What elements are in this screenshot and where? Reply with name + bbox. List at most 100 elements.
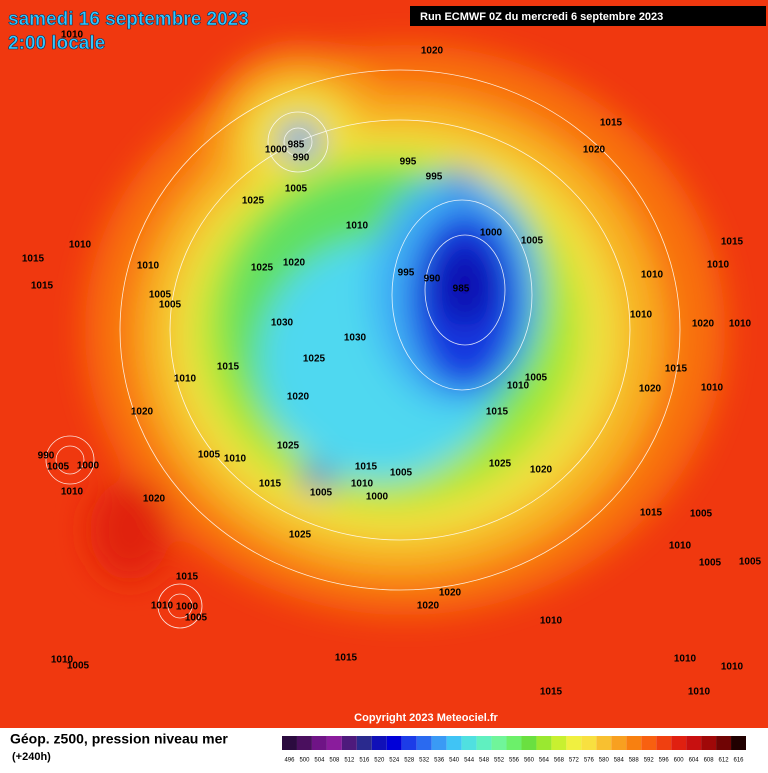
isobar-label: 1005 xyxy=(67,661,90,672)
scale-swatch xyxy=(326,736,342,750)
scale-swatch xyxy=(341,736,357,750)
scale-swatch xyxy=(476,736,492,750)
isobar-label: 1005 xyxy=(525,373,548,384)
isobar-label: 1015 xyxy=(31,281,54,292)
scale-swatch xyxy=(656,736,672,750)
isobar-label: 1010 xyxy=(346,221,369,232)
scale-swatch xyxy=(536,736,552,750)
scale-label: 552 xyxy=(494,758,505,764)
isobar-label: 1000 xyxy=(480,228,503,239)
scale-swatch xyxy=(731,736,746,750)
isobar-label: 1015 xyxy=(335,653,358,664)
scale-label: 580 xyxy=(599,758,610,764)
scale-label: 584 xyxy=(614,758,625,764)
scale-label: 612 xyxy=(719,758,730,764)
scale-swatch xyxy=(401,736,417,750)
isobar-label: 1025 xyxy=(489,459,512,470)
isobar-label: 1015 xyxy=(600,118,623,129)
scale-label: 540 xyxy=(449,758,460,764)
isobar-label: 1025 xyxy=(303,354,326,365)
scale-swatch xyxy=(371,736,387,750)
scale-swatch xyxy=(611,736,627,750)
map-field xyxy=(0,0,768,728)
isobar-label: 1005 xyxy=(739,557,762,568)
isobar-label: 995 xyxy=(400,157,417,168)
scale-swatch xyxy=(461,736,477,750)
isobar-label: 1020 xyxy=(287,392,310,403)
isobar-label: 1015 xyxy=(22,254,45,265)
isobar-label: 990 xyxy=(424,274,441,285)
isobar-label: 1005 xyxy=(699,558,722,569)
scale-label: 496 xyxy=(284,758,295,764)
isobar-label: 1000 xyxy=(265,145,288,156)
isobar-label: 1010 xyxy=(351,479,374,490)
isobar-label: 1000 xyxy=(176,602,199,613)
isobar-label: 1010 xyxy=(674,654,697,665)
isobar-label: 1005 xyxy=(149,290,172,301)
scale-swatch xyxy=(641,736,657,750)
scale-label: 592 xyxy=(644,758,655,764)
isobar-label: 1020 xyxy=(439,588,462,599)
isobar-label: 1010 xyxy=(721,662,744,673)
isobar-label: 1020 xyxy=(417,601,440,612)
scale-swatch xyxy=(311,736,327,750)
scale-swatch xyxy=(686,736,702,750)
isobar-label: 1015 xyxy=(217,362,240,373)
map-date: samedi 16 septembre 2023 xyxy=(8,9,249,30)
scale-label: 572 xyxy=(569,758,580,764)
color-scale: 496 500 504 508 512 516 520 524 528 532 536 540 544 5… xyxy=(282,736,746,764)
scale-label: 504 xyxy=(314,758,325,764)
isobar-label: 1010 xyxy=(641,270,664,281)
isobar-label: 1010 xyxy=(507,381,530,392)
isobar-label: 1020 xyxy=(583,145,606,156)
scale-label: 600 xyxy=(674,758,685,764)
scale-label: 560 xyxy=(524,758,535,764)
isobar-label: 1005 xyxy=(690,509,713,520)
isobar-label: 1015 xyxy=(640,508,663,519)
scale-label: 528 xyxy=(404,758,415,764)
scale-swatch xyxy=(356,736,372,750)
run-info: Run ECMWF 0Z du mercredi 6 septembre 202… xyxy=(420,11,663,23)
scale-label: 608 xyxy=(704,758,715,764)
scale-label: 508 xyxy=(329,758,340,764)
scale-label: 548 xyxy=(479,758,490,764)
isobar-label: 1010 xyxy=(61,30,84,41)
scale-swatch xyxy=(671,736,687,750)
isobar-label: 985 xyxy=(288,140,305,151)
isobar-label: 1010 xyxy=(630,310,653,321)
scale-label: 524 xyxy=(389,758,400,764)
isobar-label: 1015 xyxy=(665,364,688,375)
isobar-label: 1020 xyxy=(143,494,166,505)
isobar-label: 1005 xyxy=(521,236,544,247)
scale-swatch xyxy=(282,736,297,750)
isobar-label: 1015 xyxy=(486,407,509,418)
scale-label: 532 xyxy=(419,758,430,764)
run-banner xyxy=(410,6,766,26)
scale-swatch xyxy=(521,736,537,750)
isobar-label: 1010 xyxy=(174,374,197,385)
isobar-label: 1030 xyxy=(271,318,294,329)
isobar-label: 995 xyxy=(398,268,415,279)
scale-label: 512 xyxy=(344,758,355,764)
isobar-label: 1025 xyxy=(242,196,265,207)
scale-swatch xyxy=(551,736,567,750)
isobar-label: 1020 xyxy=(421,46,444,57)
isobar-label: 1020 xyxy=(692,319,715,330)
isobar-label: 1010 xyxy=(669,541,692,552)
scale-swatch xyxy=(566,736,582,750)
isobar-label: 1015 xyxy=(540,687,563,698)
scale-swatch xyxy=(701,736,717,750)
isobar-label: 1010 xyxy=(151,601,174,612)
isobar-label: 1010 xyxy=(61,487,84,498)
scale-swatch xyxy=(581,736,597,750)
legend-lead: (+240h) xyxy=(12,751,51,763)
isobar-label: 1015 xyxy=(355,462,378,473)
isobar-label: 1010 xyxy=(51,655,74,666)
isobar-label: 1015 xyxy=(176,572,199,583)
scale-label: 576 xyxy=(584,758,595,764)
scale-swatch xyxy=(626,736,642,750)
scale-swatch xyxy=(446,736,462,750)
scale-label: 596 xyxy=(659,758,670,764)
isobar-label: 1020 xyxy=(131,407,154,418)
isobar-label: 1015 xyxy=(259,479,282,490)
